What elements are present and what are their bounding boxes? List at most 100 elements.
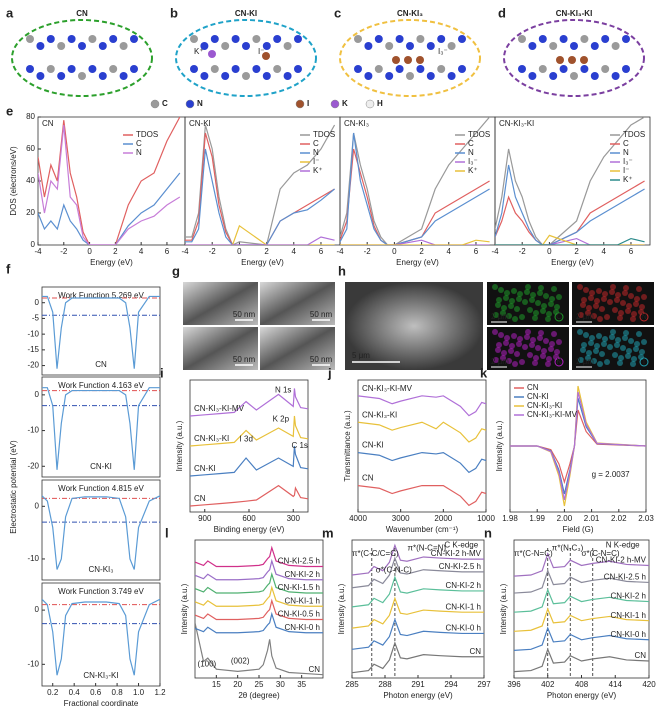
series-line — [514, 607, 649, 632]
map-speckle — [517, 291, 523, 297]
series-line — [185, 148, 335, 245]
y-tick-label: 60 — [26, 144, 35, 153]
map-speckle — [615, 292, 621, 298]
chart-label: CN — [95, 360, 107, 369]
map-speckle — [609, 334, 615, 340]
x-tick-label: 4000 — [349, 514, 367, 523]
atom — [67, 65, 76, 73]
series-line — [495, 237, 645, 245]
map-speckle — [503, 295, 509, 301]
atom — [538, 65, 547, 73]
map-speckle — [626, 303, 632, 309]
tem-image — [183, 327, 258, 370]
atom — [404, 56, 412, 64]
series-label: CN-KI-0 h — [610, 630, 646, 639]
map-speckle — [556, 339, 562, 345]
element-label: C — [556, 312, 562, 321]
map-speckle — [609, 289, 615, 295]
panel-letter: e — [6, 103, 13, 118]
map-speckle — [530, 337, 536, 343]
legend-swatch — [365, 99, 375, 109]
series-line — [190, 388, 308, 417]
series-label: CN-KI-2.5 h — [278, 557, 320, 566]
series-line — [195, 598, 323, 621]
map-speckle — [622, 335, 628, 341]
series-line — [38, 117, 181, 245]
map-speckle — [511, 333, 517, 339]
atom — [611, 42, 620, 50]
series-label: CN-KI₃-KI-MV — [362, 384, 413, 393]
atom — [36, 72, 45, 80]
legend-label: C — [468, 139, 474, 148]
series-line — [358, 421, 486, 443]
series-line — [190, 484, 308, 507]
x-tick-label: -2 — [519, 247, 527, 256]
x-axis-label: Energy (eV) — [396, 258, 439, 267]
atom — [67, 35, 76, 43]
map-speckle — [509, 343, 515, 349]
map-speckle — [628, 338, 634, 344]
atom — [406, 72, 414, 80]
map-speckle — [545, 361, 551, 367]
scale-bar-label: 2 μm — [576, 357, 594, 366]
map-speckle — [631, 311, 637, 317]
chart: 396 402 408 414 420 Photon energy (eV) Intensi… — [484, 525, 656, 700]
map-speckle — [631, 356, 637, 362]
series-label: CN-KI-0.5 h — [278, 610, 320, 619]
atom — [559, 35, 568, 43]
series-label: CN-KI-1.5 h — [278, 583, 320, 592]
x-tick-label: 1.0 — [133, 688, 145, 697]
x-axis-label: Photon energy (eV) — [547, 691, 617, 700]
atom — [570, 42, 578, 50]
series-line — [352, 543, 484, 576]
atom — [406, 42, 414, 50]
x-tick-label: 20 — [233, 680, 242, 689]
element-label: N — [641, 312, 647, 321]
x-tick-label: 2 — [574, 247, 579, 256]
legend-label: I₃⁻ — [468, 157, 478, 166]
map-speckle — [549, 341, 555, 347]
series-label: CN-KI-2 h — [445, 581, 481, 590]
map-speckle — [607, 299, 613, 305]
map-speckle — [496, 297, 502, 303]
atom — [130, 35, 138, 43]
y-axis-label: Intensity (a.u.) — [499, 583, 508, 634]
map-speckle — [540, 353, 546, 359]
legend-label: N — [136, 148, 142, 157]
map-speckle — [538, 285, 544, 291]
atom — [437, 35, 446, 43]
atom — [354, 65, 362, 73]
atom — [109, 65, 118, 73]
atom — [385, 42, 394, 50]
panel-letter: j — [327, 365, 332, 380]
atom — [88, 65, 97, 73]
structure-title: CN-KI — [235, 9, 257, 18]
map-speckle — [597, 361, 603, 367]
map-speckle — [577, 284, 583, 290]
map-speckle — [495, 347, 501, 353]
x-tick-label: 300 — [287, 514, 301, 523]
y-tick-label: -20 — [27, 361, 39, 370]
atom — [130, 65, 138, 73]
legend-label: N — [623, 148, 629, 157]
structure-outline — [503, 19, 645, 97]
map-speckle — [506, 358, 512, 364]
annotation: σ*(C-N-C) — [376, 565, 412, 574]
series-label: CN-KI-2 h-MV — [596, 556, 647, 565]
map-speckle — [532, 360, 538, 366]
x-tick-label: 6 — [319, 247, 324, 256]
legend-label: TDOS — [313, 130, 335, 139]
legend-label: I₃⁻ — [623, 157, 633, 166]
atom — [242, 42, 250, 50]
legend-label: CN-KI — [527, 392, 549, 401]
annotation: K 2p — [273, 415, 290, 424]
atom — [374, 35, 383, 43]
atom — [437, 65, 446, 73]
atom — [549, 72, 558, 80]
map-speckle — [593, 303, 599, 309]
series-line — [358, 485, 486, 507]
atom — [556, 56, 564, 64]
atom — [262, 42, 271, 50]
legend-swatch — [330, 99, 340, 109]
